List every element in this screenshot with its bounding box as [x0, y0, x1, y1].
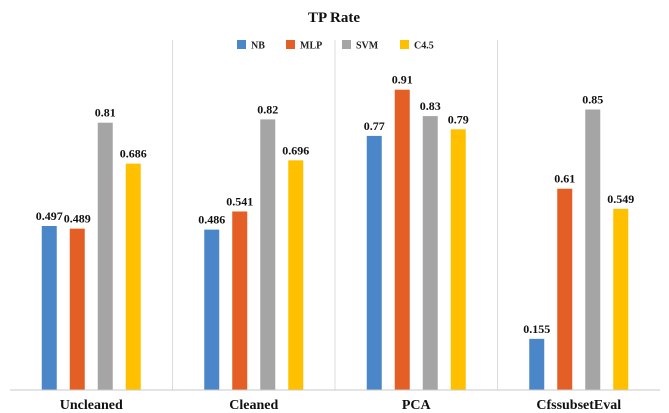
bar-uncleaned-nb [41, 225, 57, 390]
x-tick-label-cfssubseteval: CfssubsetEval [536, 398, 621, 413]
x-tick-labels: Uncleaned Cleaned PCA CfssubsetEval [60, 398, 622, 413]
bar-uncleaned-mlp [69, 228, 85, 390]
legend-swatch-svm [342, 40, 351, 49]
bar-pca-svm [422, 116, 438, 390]
bar-cleaned-svm [260, 119, 276, 391]
data-label-cfssubseteval-c4-5: 0.549 [607, 192, 634, 206]
data-label-pca-nb: 0.77 [364, 119, 385, 133]
x-tick-label-pca: PCA [402, 398, 432, 413]
bar-pca-nb [366, 135, 382, 390]
bar-pca-c4-5 [450, 129, 466, 391]
bar-cfssubseteval-c4-5 [613, 208, 629, 390]
legend-swatch-nb [237, 40, 246, 49]
data-label-uncleaned-mlp: 0.489 [64, 212, 91, 226]
legend: NB MLP SVM C4.5 [237, 40, 434, 52]
legend-label-svm: SVM [356, 41, 379, 52]
legend-label-mlp: MLP [300, 41, 322, 52]
legend-swatch-mlp [286, 40, 295, 49]
bar-cleaned-mlp [232, 211, 248, 390]
data-label-cleaned-nb: 0.486 [198, 213, 225, 227]
category-separators [172, 40, 498, 390]
bar-pca-mlp [394, 89, 410, 390]
legend-label-nb: NB [251, 41, 265, 52]
bar-cfssubseteval-nb [529, 338, 545, 390]
data-label-cfssubseteval-svm: 0.85 [582, 93, 603, 107]
bar-cfssubseteval-svm [585, 109, 601, 390]
x-tick-label-uncleaned: Uncleaned [60, 398, 123, 413]
data-label-cleaned-c4-5: 0.696 [282, 143, 309, 157]
data-label-uncleaned-nb: 0.497 [36, 209, 63, 223]
x-tick-label-cleaned: Cleaned [229, 398, 278, 413]
data-label-cleaned-mlp: 0.541 [226, 194, 253, 208]
data-label-pca-mlp: 0.91 [392, 73, 413, 87]
bar-cleaned-nb [204, 229, 220, 390]
legend-swatch-c4-5 [400, 40, 409, 49]
bar-uncleaned-svm [97, 122, 113, 390]
data-label-cfssubseteval-nb: 0.155 [523, 322, 550, 336]
data-label-pca-c4-5: 0.79 [448, 112, 469, 126]
chart-title: TP Rate [308, 10, 360, 26]
bars [41, 89, 629, 391]
data-label-cleaned-svm: 0.82 [257, 102, 278, 116]
data-label-cfssubseteval-mlp: 0.61 [554, 172, 575, 186]
data-label-pca-svm: 0.83 [420, 99, 441, 113]
data-label-uncleaned-c4-5: 0.686 [120, 147, 147, 161]
data-label-uncleaned-svm: 0.81 [95, 106, 116, 120]
bar-cfssubseteval-mlp [557, 188, 573, 390]
legend-label-c4-5: C4.5 [414, 41, 434, 52]
bar-uncleaned-c4-5 [125, 163, 141, 390]
bar-cleaned-c4-5 [288, 160, 304, 390]
